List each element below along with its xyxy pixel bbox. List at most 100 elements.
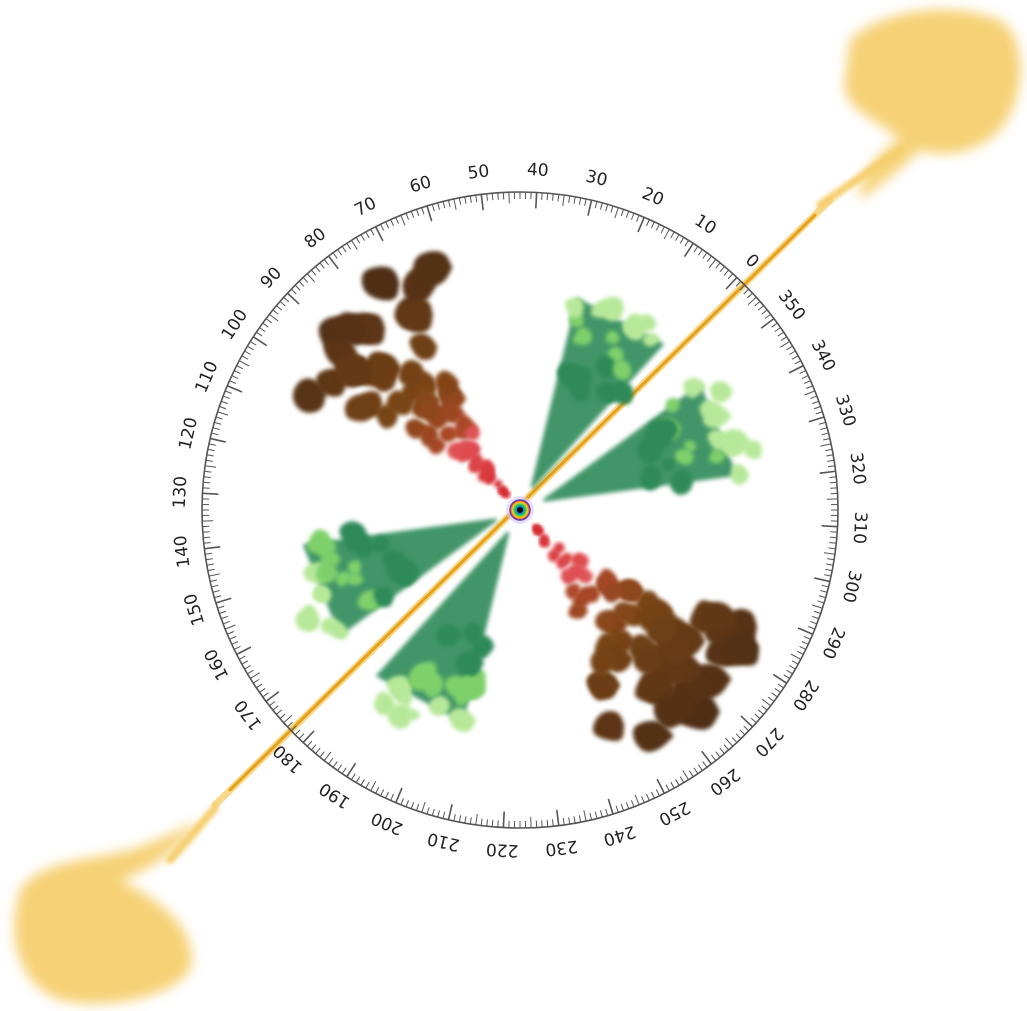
minor-tick (650, 221, 655, 229)
minor-tick (205, 459, 213, 462)
minor-tick (405, 212, 410, 220)
green-lobe-blob (465, 663, 481, 677)
minor-tick (625, 802, 630, 809)
minor-tick (679, 237, 685, 244)
minor-tick (415, 209, 420, 217)
minor-tick (719, 747, 725, 754)
minor-tick (410, 802, 415, 809)
minor-tick (829, 542, 837, 544)
minor-tick (646, 219, 650, 227)
minor-tick (319, 751, 325, 758)
minor-tick (276, 305, 283, 311)
minor-tick (370, 228, 375, 236)
major-tick (236, 646, 252, 656)
minor-tick (821, 432, 829, 436)
minor-tick (600, 202, 603, 210)
green-lobe-blob (684, 440, 697, 452)
minor-tick (682, 770, 689, 780)
minor-tick (697, 764, 703, 771)
minor-tick (557, 194, 560, 202)
minor-tick (224, 390, 232, 394)
brown-lobe-blob (361, 266, 400, 301)
minor-tick (310, 744, 317, 751)
minor-tick (222, 395, 230, 400)
major-tick (265, 691, 280, 703)
minor-tick (219, 405, 227, 410)
major-tick (209, 437, 226, 443)
major-tick (587, 199, 593, 216)
minor-tick (229, 636, 237, 640)
minor-tick (636, 214, 640, 222)
brown-lobe-blob (560, 552, 574, 565)
dial-label: 120 (175, 415, 202, 451)
major-tick (202, 492, 219, 495)
minor-tick (594, 201, 598, 209)
minor-tick (818, 595, 826, 599)
brown-lobe-blob (619, 579, 642, 602)
minor-tick (236, 365, 244, 370)
major-tick (480, 194, 484, 211)
minor-tick (804, 390, 816, 396)
minor-tick (780, 336, 787, 342)
green-lobe-blob (743, 440, 763, 460)
minor-tick (675, 779, 680, 786)
minor-tick (747, 292, 753, 299)
minor-tick (385, 221, 390, 229)
dial-label: 240 (601, 821, 638, 850)
green-lobe-blob (683, 377, 707, 399)
dial-label: 80 (301, 224, 330, 253)
minor-tick (215, 416, 223, 420)
minor-tick (723, 744, 730, 751)
minor-tick (233, 370, 241, 375)
minor-tick (205, 558, 213, 561)
minor-tick (583, 810, 587, 822)
green-lobe-blob (643, 333, 661, 347)
dial-label: 230 (544, 836, 579, 860)
minor-tick (400, 798, 404, 806)
jet-link-lower (166, 804, 219, 864)
minor-tick (791, 660, 799, 665)
minor-tick (214, 595, 222, 599)
minor-tick (799, 645, 807, 650)
minor-tick (817, 600, 825, 604)
major-tick (819, 470, 836, 474)
brown-lobe-blob (336, 353, 373, 388)
minor-tick (211, 432, 219, 436)
green-lobe-blob (605, 330, 620, 344)
minor-tick (395, 217, 399, 224)
minor-tick (688, 770, 694, 777)
minor-tick (247, 669, 254, 675)
minor-tick (620, 209, 625, 217)
brown-lobe-blob (499, 488, 507, 497)
minor-tick (811, 604, 823, 609)
minor-tick (641, 796, 645, 803)
brown-lobe-blob (565, 564, 581, 580)
minor-tick (241, 355, 249, 360)
dial-label: 100 (218, 306, 252, 344)
minor-tick (702, 761, 708, 768)
minor-tick (385, 791, 390, 799)
brown-lobe-blob (386, 390, 415, 416)
minor-tick (630, 800, 635, 808)
minor-tick (827, 459, 835, 462)
major-tick (226, 385, 243, 393)
major-tick (637, 216, 645, 233)
dial-label: 260 (706, 764, 744, 800)
minor-tick (789, 665, 796, 670)
minor-tick (820, 590, 828, 593)
minor-tick (768, 696, 775, 702)
brown-lobe-blob (603, 583, 623, 603)
minor-tick (355, 776, 361, 783)
minor-tick (829, 481, 837, 484)
green-lobe-blob (570, 381, 591, 403)
brown-lobe-blob (455, 413, 473, 430)
green-lobe-blob (622, 318, 646, 341)
brown-lobe-blob (568, 602, 589, 619)
minor-tick (486, 819, 488, 827)
minor-tick (829, 536, 837, 539)
minor-tick (552, 819, 554, 827)
brown-lobe-blob (409, 333, 438, 361)
minor-tick (634, 794, 640, 806)
minor-tick (794, 360, 802, 365)
green-lobe-blob (572, 327, 593, 345)
